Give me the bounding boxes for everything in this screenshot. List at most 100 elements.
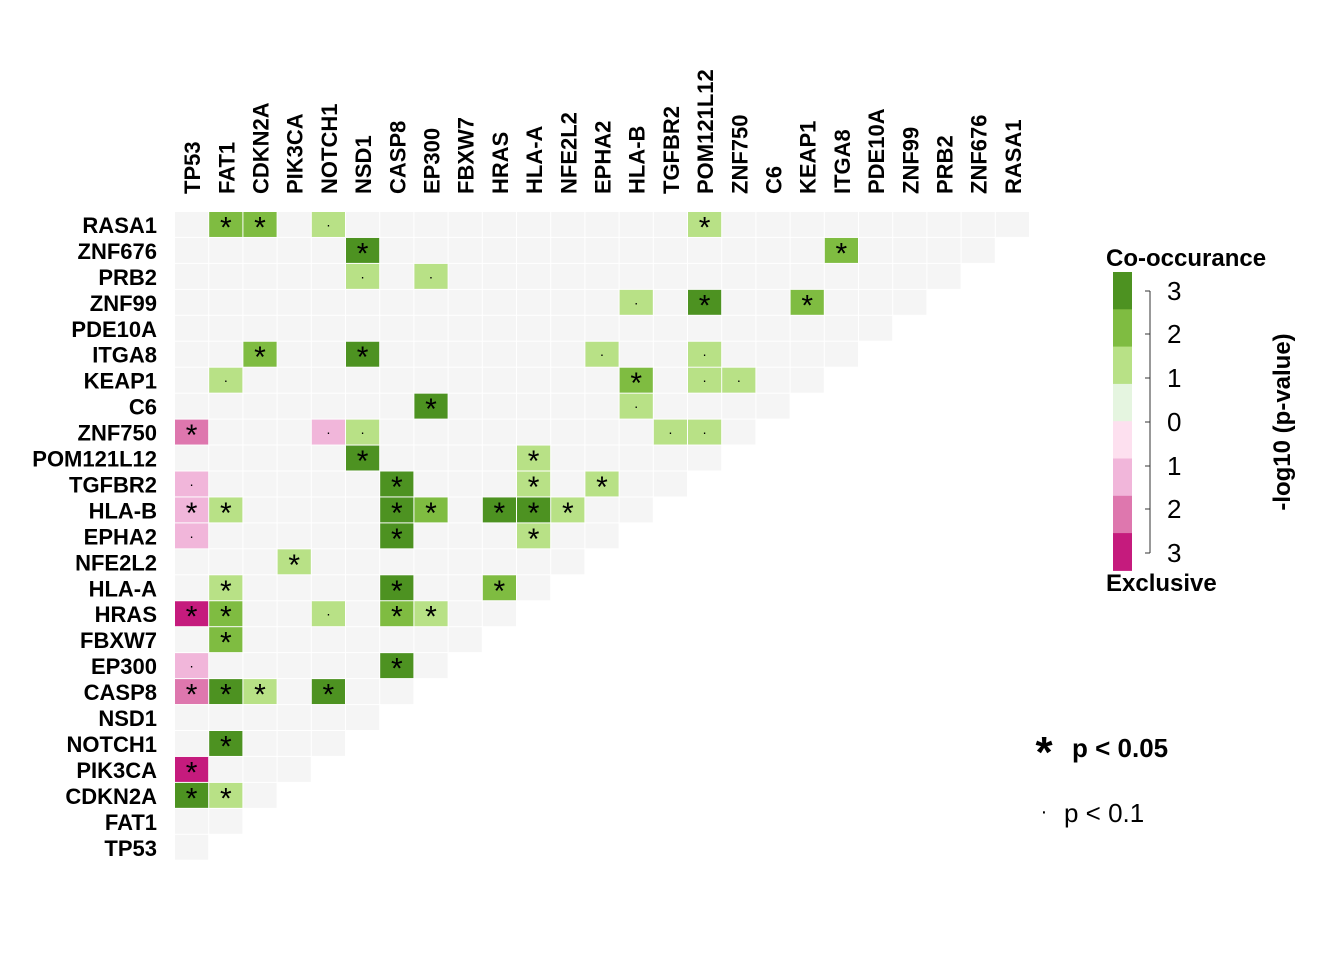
significance-dot: · bbox=[634, 294, 639, 310]
column-label-tgfbr2: TGFBR2 bbox=[659, 106, 684, 194]
heatmap-cell-cdkn2a-tp53 bbox=[175, 782, 209, 808]
heatmap-cell-c6-ep300 bbox=[414, 393, 448, 419]
heatmap-bg-cell bbox=[209, 756, 243, 782]
heatmap-bg-cell bbox=[175, 834, 209, 860]
heatmap-bg-cell bbox=[311, 471, 345, 497]
heatmap-cell-cdkn2a-fat1 bbox=[209, 782, 243, 808]
heatmap-bg-cell bbox=[243, 731, 277, 756]
significance-star: * bbox=[562, 497, 574, 530]
significance-star: * bbox=[391, 653, 403, 686]
significance-star: * bbox=[220, 601, 232, 634]
legend-tick-label: 3 bbox=[1167, 538, 1181, 568]
star-legend-label: p < 0.05 bbox=[1072, 733, 1168, 763]
heatmap-cell-znf750-notch1 bbox=[311, 419, 345, 445]
legend-swatch bbox=[1113, 309, 1132, 348]
heatmap-bg-cell bbox=[482, 212, 516, 237]
column-label-hla-a: HLA-A bbox=[522, 125, 547, 194]
heatmap-cell-tgfbr2-epha2 bbox=[585, 471, 619, 497]
heatmap-cell-pom121l12-hla-a bbox=[517, 445, 551, 471]
heatmap-bg-cell bbox=[551, 263, 585, 289]
heatmap-bg-cell bbox=[517, 289, 551, 315]
heatmap-bg-cell bbox=[653, 212, 687, 237]
heatmap-cell-znf750-pom121l12 bbox=[688, 419, 722, 445]
column-label-pom121l12: POM121L12 bbox=[693, 69, 718, 194]
heatmap-bg-cell bbox=[893, 263, 927, 289]
column-label-pik3ca: PIK3CA bbox=[283, 113, 308, 194]
heatmap-cell-casp8-fat1 bbox=[209, 679, 243, 705]
heatmap-bg-cell bbox=[517, 367, 551, 393]
heatmap-bg-cell bbox=[893, 289, 927, 315]
significance-dot: · bbox=[189, 528, 194, 544]
heatmap-bg-cell bbox=[175, 212, 209, 237]
column-label-casp8: CASP8 bbox=[385, 121, 410, 194]
heatmap-bg-cell bbox=[346, 367, 380, 393]
significance-star: * bbox=[288, 549, 300, 582]
heatmap-bg-cell bbox=[688, 263, 722, 289]
heatmap-bg-cell bbox=[346, 471, 380, 497]
heatmap-bg-cell bbox=[277, 756, 311, 782]
heatmap-bg-cell bbox=[619, 445, 653, 471]
column-labels: TP53 FAT1 CDKN2A PIK3CA NOTCH1 NSD1 CASP8 EP300… bbox=[180, 69, 1026, 194]
significance-star: * bbox=[186, 782, 198, 815]
heatmap-cell-znf99-pom121l12 bbox=[688, 289, 722, 315]
legend-axis-label: -log10 (p-value) bbox=[1269, 333, 1296, 510]
heatmap-bg-cell bbox=[243, 756, 277, 782]
heatmap-bg-cell bbox=[380, 237, 414, 263]
significance-dot: · bbox=[189, 476, 194, 492]
significance-star: * bbox=[494, 497, 506, 530]
heatmap-bg-cell bbox=[380, 315, 414, 341]
heatmap-bg-cell bbox=[209, 808, 243, 834]
heatmap-bg-cell bbox=[551, 393, 585, 419]
heatmap-bg-cell bbox=[585, 523, 619, 549]
heatmap-bg-cell bbox=[551, 549, 585, 575]
row-label-cdkn2a: CDKN2A bbox=[65, 784, 157, 809]
heatmap-bg-cell bbox=[722, 212, 756, 237]
heatmap-cell-rasa1-pom121l12 bbox=[688, 212, 722, 237]
legend-tick-label: 3 bbox=[1167, 276, 1181, 306]
heatmap-cells bbox=[175, 212, 1029, 860]
dot-symbol-icon: · bbox=[1041, 801, 1048, 823]
heatmap-bg-cell bbox=[756, 393, 790, 419]
heatmap-cell-itga8-cdkn2a bbox=[243, 341, 277, 367]
heatmap-bg-cell bbox=[277, 212, 311, 237]
heatmap-cell-hla-a-fat1 bbox=[209, 575, 243, 601]
heatmap-cell-ep300-tp53 bbox=[175, 653, 209, 679]
heatmap-bg-cell bbox=[277, 289, 311, 315]
heatmap-bg-cell bbox=[482, 315, 516, 341]
heatmap-bg-cell bbox=[585, 263, 619, 289]
column-label-hras: HRAS bbox=[488, 132, 513, 194]
heatmap-cell-epha2-hla-a bbox=[517, 523, 551, 549]
significance-star: * bbox=[596, 471, 608, 504]
heatmap-bg-cell bbox=[380, 367, 414, 393]
column-label-znf676: ZNF676 bbox=[967, 115, 992, 194]
heatmap-cell-casp8-tp53 bbox=[175, 679, 209, 705]
significance-star: * bbox=[186, 756, 198, 789]
heatmap-bg-cell bbox=[175, 445, 209, 471]
heatmap-bg-cell bbox=[277, 419, 311, 445]
star-symbol-icon: * bbox=[1035, 728, 1053, 777]
heatmap-bg-cell bbox=[482, 367, 516, 393]
column-label-c6: C6 bbox=[762, 166, 787, 194]
column-label-cdkn2a: CDKN2A bbox=[249, 102, 274, 194]
heatmap-bg-cell bbox=[414, 315, 448, 341]
significance-star: * bbox=[220, 575, 232, 608]
heatmap-bg-cell bbox=[311, 497, 345, 523]
heatmap-bg-cell bbox=[448, 575, 482, 601]
significance-star: * bbox=[220, 627, 232, 660]
heatmap-bg-cell bbox=[482, 289, 516, 315]
heatmap-bg-cell bbox=[380, 341, 414, 367]
significance-star: * bbox=[699, 289, 711, 322]
heatmap-bg-cell bbox=[175, 315, 209, 341]
heatmap-bg-cell bbox=[209, 315, 243, 341]
heatmap-bg-cell bbox=[243, 367, 277, 393]
heatmap-bg-cell bbox=[414, 289, 448, 315]
heatmap-bg-cell bbox=[551, 523, 585, 549]
column-label-itga8: ITGA8 bbox=[830, 129, 855, 194]
row-label-notch1: NOTCH1 bbox=[67, 732, 157, 757]
heatmap-bg-cell bbox=[585, 315, 619, 341]
row-label-c6: C6 bbox=[129, 395, 157, 420]
heatmap-bg-cell bbox=[859, 263, 893, 289]
heatmap-bg-cell bbox=[482, 471, 516, 497]
heatmap-bg-cell bbox=[551, 471, 585, 497]
heatmap-bg-cell bbox=[209, 653, 243, 679]
